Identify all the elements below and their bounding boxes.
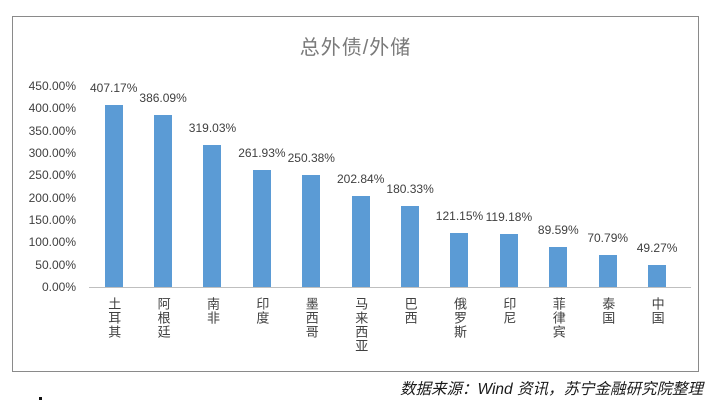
category-label: 中国 [649,297,665,325]
y-axis-ticks: 450.00% 400.00% 350.00% 300.00% 250.00% 200.0… [13,17,76,371]
bar-value-label: 119.18% [485,209,533,224]
bar-column: 70.79% [583,86,632,287]
bar-column: 319.03% [188,86,237,287]
bar-value-label: 319.03% [188,120,237,135]
y-tick-label: 0.00% [41,280,76,294]
bar-column: 202.84% [336,86,385,287]
bar-column: 89.59% [534,86,583,287]
bar [499,233,518,287]
category-label: 巴西 [402,297,418,325]
bar [351,196,370,287]
category-label: 菲律宾 [550,297,566,339]
bar-value-label: 89.59% [537,222,579,237]
bar [648,265,667,287]
y-tick-label: 250.00% [28,168,76,183]
bar-value-label: 202.84% [337,172,385,187]
bar-column: 250.38% [287,86,336,287]
bar [302,175,321,287]
bar-column: 119.18% [484,86,533,287]
category-label: 阿根廷 [155,297,171,339]
y-tick-label: 200.00% [28,190,76,205]
y-tick-label: 50.00% [35,257,76,272]
bar-value-label: 180.33% [386,182,434,197]
bar-value-label: 121.15% [435,208,484,223]
chart-frame: 总外债/外储 450.00% 400.00% 350.00% 300.00% 250.0… [12,16,699,372]
bar-column: 407.17% [89,81,138,287]
x-axis-line [89,287,691,288]
category-label: 南非 [204,297,220,325]
y-tick-label: 100.00% [28,235,76,250]
bar-value-label: 407.17% [90,81,138,96]
bar [154,114,173,287]
category-label: 俄罗斯 [451,297,467,339]
y-tick-label: 450.00% [28,79,76,93]
y-tick-label: 150.00% [28,213,76,227]
category-label: 马来西亚 [353,297,369,353]
bar-column: 180.33% [385,86,434,287]
bar-value-label: 386.09% [139,90,187,105]
bar [401,206,420,287]
category-label: 土耳其 [106,297,122,339]
y-tick-label: 350.00% [28,123,76,138]
bar-column: 261.93% [237,86,286,287]
chart-title: 总外债/外储 [299,37,412,59]
bar-column: 49.27% [632,86,681,287]
bar-value-label: 261.93% [238,146,286,161]
bars-row: 407.17% 386.09% 319.03% 261.93% 250.38% 202.8… [89,81,682,287]
y-tick-label: 300.00% [28,146,76,160]
bar [104,105,123,287]
category-label: 泰国 [600,297,616,325]
category-label: 印尼 [501,297,517,325]
bar [252,170,271,287]
category-label: 印度 [254,297,270,325]
bar [203,144,222,287]
bar-value-label: 250.38% [287,151,335,166]
y-tick-label: 400.00% [28,101,76,116]
bar [549,246,568,287]
bar-value-label: 49.27% [636,241,678,255]
dot-artifact [39,397,42,400]
category-label: 墨西哥 [303,297,319,339]
bar [598,255,617,287]
source-note: 数据来源：Wind 资讯，苏宁金融研究院整理 [400,381,703,398]
bar [450,232,469,287]
bar-column: 121.15% [435,86,484,287]
bar-value-label: 70.79% [587,231,629,246]
bar-column: 386.09% [138,86,187,287]
